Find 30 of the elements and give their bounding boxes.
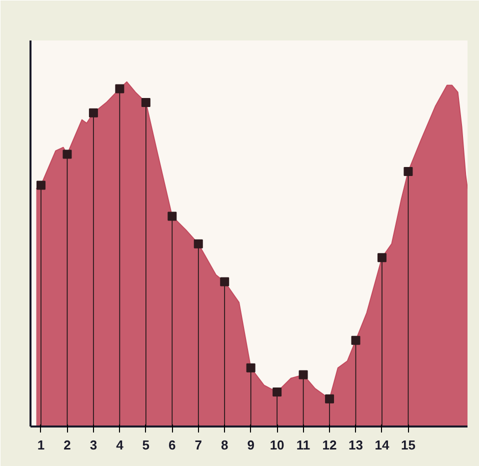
point [115, 84, 124, 94]
point [141, 98, 150, 108]
x-tick-label: 15 [400, 438, 416, 452]
point [404, 166, 413, 176]
point [168, 212, 177, 221]
point [246, 363, 256, 372]
point [272, 388, 282, 397]
x-tick-label: 9 [247, 438, 254, 452]
x-tick-label: 13 [348, 438, 363, 452]
x-tick-label: 2 [64, 438, 71, 452]
x-tick-label: 8 [220, 438, 228, 452]
point [88, 108, 98, 118]
point [325, 394, 334, 404]
x-tick-label: 1 [37, 438, 45, 452]
x-tick-label: 4 [116, 438, 124, 452]
point [194, 239, 203, 248]
x-tick-label: 6 [168, 438, 176, 452]
point [351, 336, 360, 345]
x-tick-label: 10 [270, 438, 284, 452]
x-tick-label: 14 [374, 438, 390, 452]
x-tick-label: 12 [322, 438, 337, 452]
point [62, 150, 72, 159]
point [377, 253, 386, 262]
x-tick-label: 5 [142, 438, 150, 452]
point [220, 277, 230, 286]
x-tick-label: 11 [296, 438, 310, 452]
point [298, 370, 308, 380]
x-tick-label: 3 [90, 438, 98, 452]
point [36, 180, 46, 190]
x-tick-label: 7 [194, 438, 202, 452]
